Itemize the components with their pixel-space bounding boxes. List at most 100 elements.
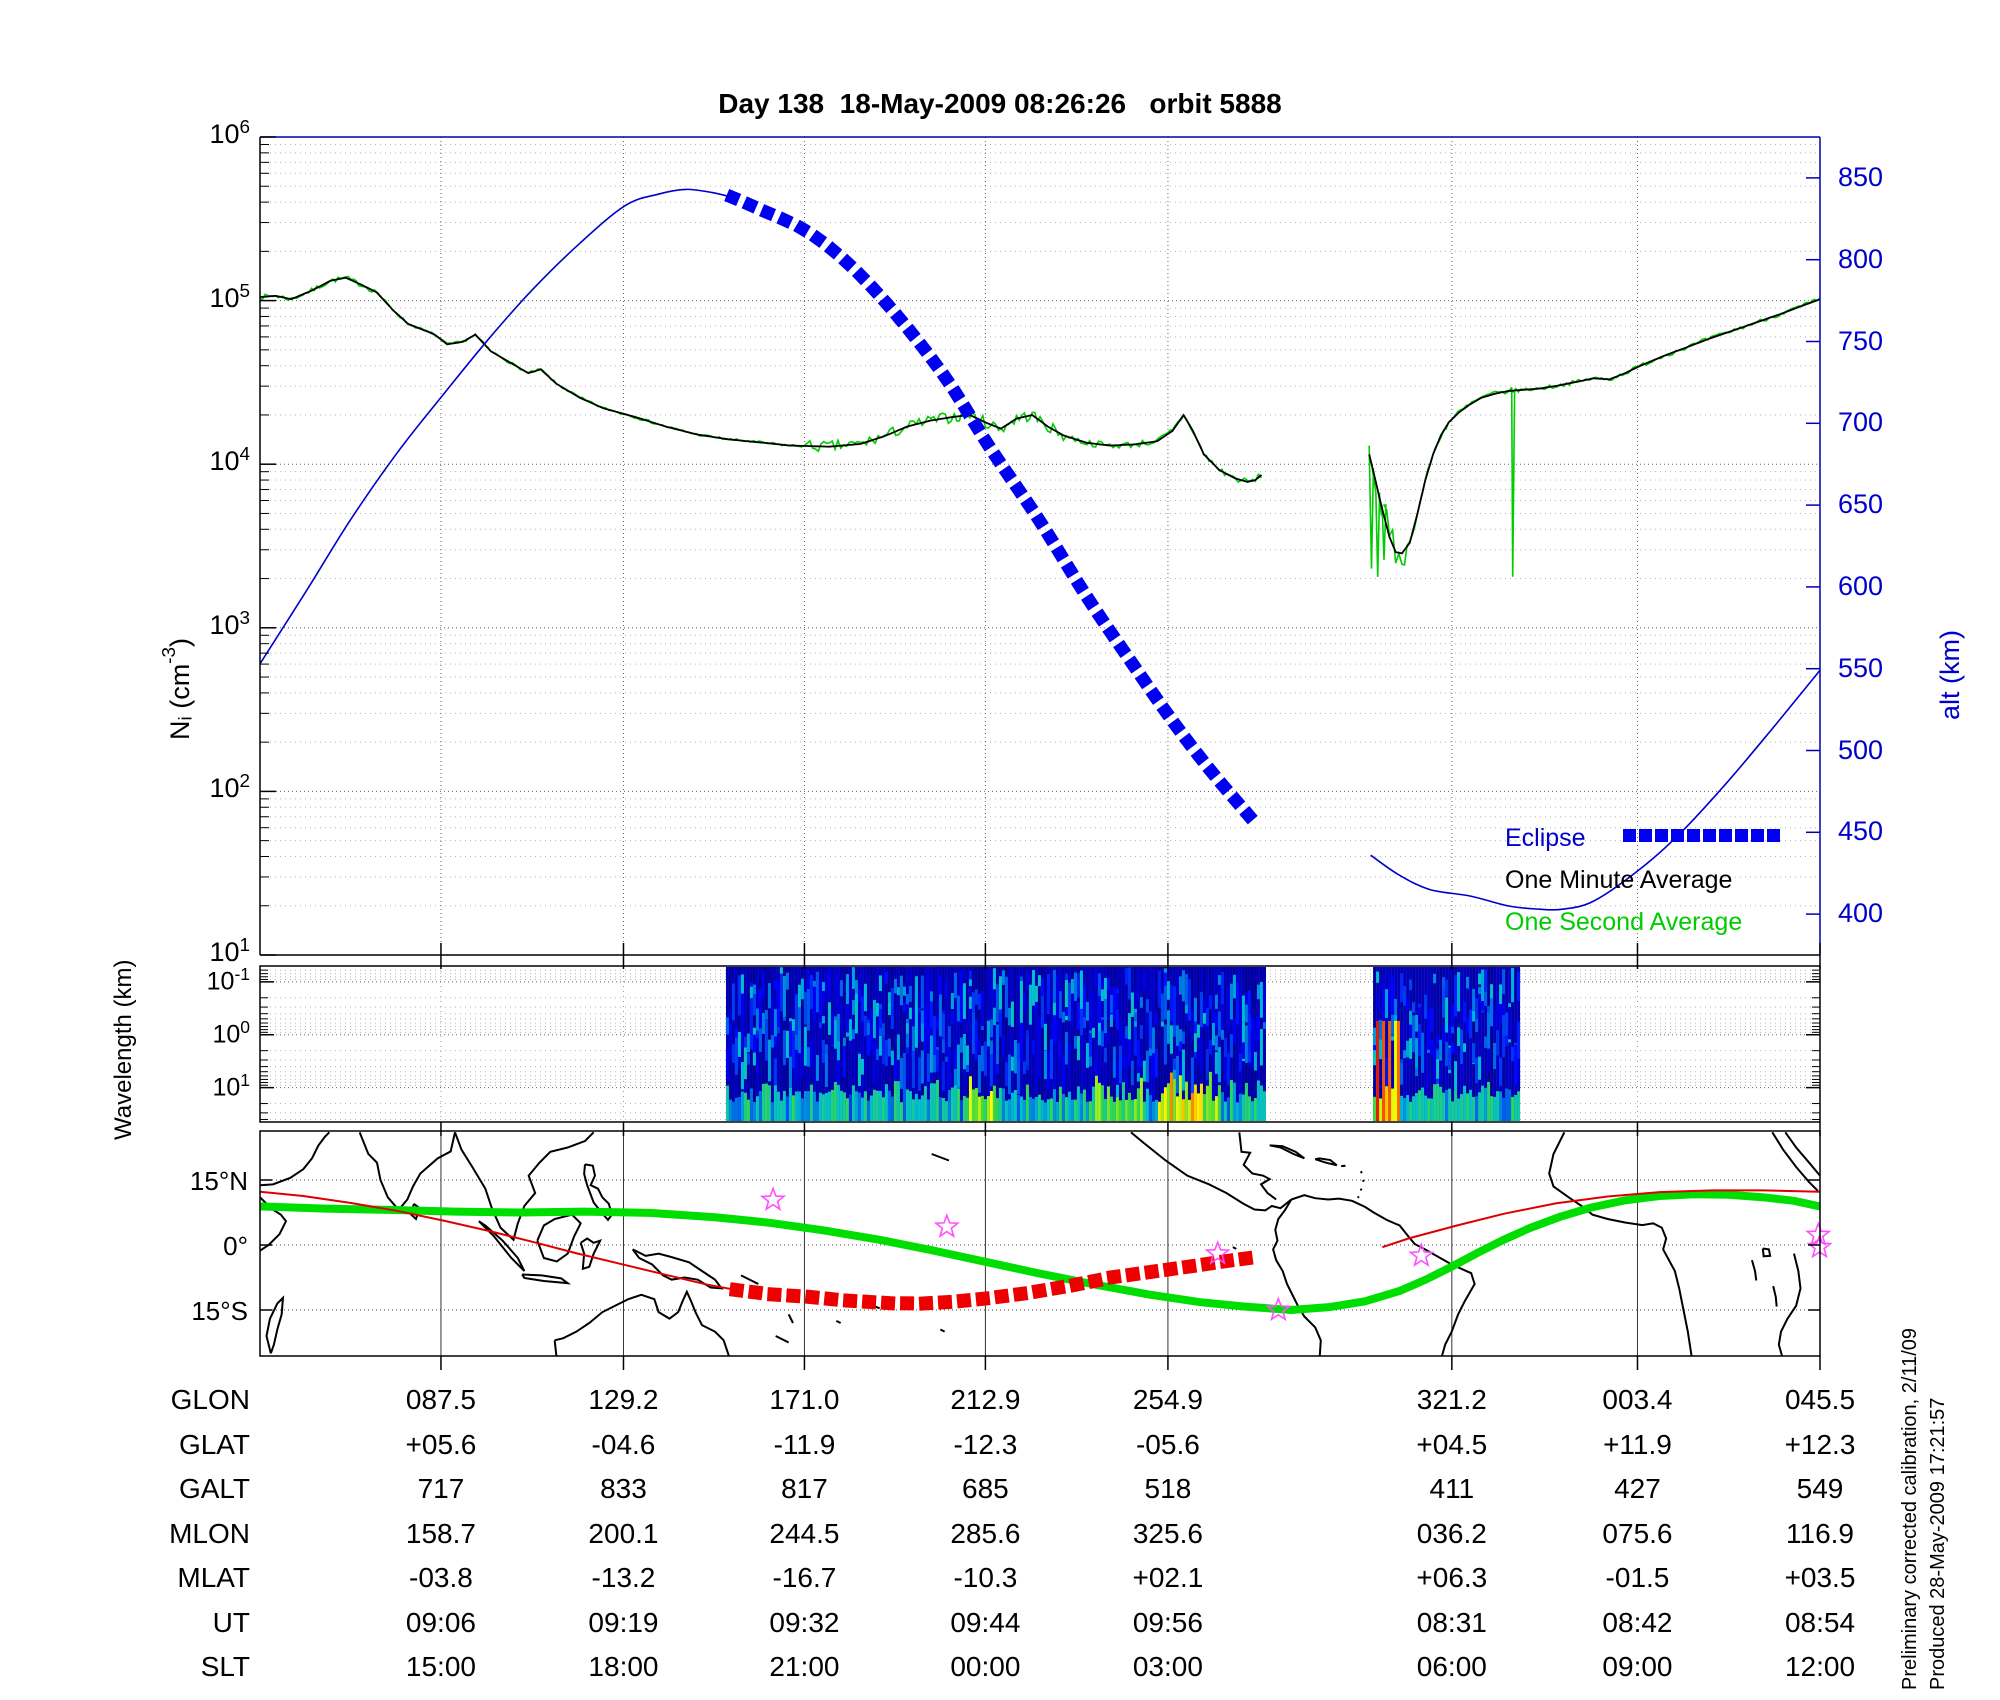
table-row-label: GLON xyxy=(170,1384,250,1415)
eclipse-dash xyxy=(1123,655,1143,674)
eclipse-dash xyxy=(1239,806,1258,825)
eclipse-dash xyxy=(1623,829,1636,842)
table-cell: 244.5 xyxy=(769,1517,840,1549)
coastline xyxy=(1314,1157,1338,1167)
table-cell: -12.3 xyxy=(953,1428,1018,1460)
table-cell: 045.5 xyxy=(1784,1384,1856,1415)
coastline xyxy=(521,1273,572,1285)
eclipse-dash xyxy=(793,219,811,238)
table-cell: 08:31 xyxy=(1416,1606,1487,1638)
table-row-label: UT xyxy=(212,1606,250,1638)
eclipse-dash xyxy=(842,1293,858,1309)
eclipse-dash xyxy=(1124,1266,1141,1283)
gridlines xyxy=(260,136,1821,1356)
eclipse-dash xyxy=(1031,1282,1048,1300)
alt-axis-tick-label: 650 xyxy=(1838,489,1884,520)
coastline xyxy=(260,1131,331,1187)
map-lat-label-15s: 15°S xyxy=(191,1296,248,1326)
coastline xyxy=(454,1131,595,1242)
eclipse-dash xyxy=(902,323,921,343)
eclipse-dash xyxy=(785,1288,801,1304)
eclipse-dash xyxy=(1237,1250,1254,1267)
left-axis-tick-label: 101 xyxy=(209,935,250,967)
density-one-second xyxy=(259,275,1821,577)
map-stars xyxy=(759,1186,1833,1322)
coastline xyxy=(631,1248,724,1290)
conjunction-star-icon xyxy=(1265,1296,1292,1322)
eclipse-dash xyxy=(1106,1269,1122,1285)
eclipse-dash xyxy=(1639,829,1652,842)
alt-axis-label: alt (km) xyxy=(1935,630,1965,720)
table-cell: +12.3 xyxy=(1784,1428,1856,1460)
eclipse-dash xyxy=(1113,639,1132,658)
coastline xyxy=(939,1328,946,1333)
coastline xyxy=(1359,1188,1363,1191)
table-cell: 717 xyxy=(417,1473,465,1504)
legend-one-second-label: One Second Average xyxy=(1505,908,1743,936)
coastline xyxy=(553,1289,730,1356)
coastline xyxy=(1291,1194,1476,1356)
table-cell: 685 xyxy=(962,1473,1009,1504)
table-cell: +02.1 xyxy=(1132,1562,1204,1593)
left-axis-tick-label: 106 xyxy=(209,117,250,149)
eclipse-dash xyxy=(804,1289,820,1305)
table-cell: 09:06 xyxy=(405,1606,476,1638)
eclipse-dash xyxy=(1143,1263,1160,1280)
table-cell: 817 xyxy=(781,1473,828,1504)
coastline xyxy=(1751,1259,1758,1281)
wavelength-tick-label: 101 xyxy=(212,1069,250,1101)
conjunction-star-icon xyxy=(1408,1241,1435,1267)
eclipse-dash xyxy=(747,1284,764,1301)
eclipse-dash xyxy=(975,1291,991,1307)
table-cell: 036.2 xyxy=(1416,1517,1487,1549)
alt-axis-tick-label: 750 xyxy=(1838,325,1884,356)
left-axis-tick-label: 103 xyxy=(209,607,250,640)
coastline xyxy=(1359,1170,1363,1174)
left-axis-tick-label: 104 xyxy=(209,444,250,477)
eclipse-dash xyxy=(776,211,794,229)
conjunction-star-icon xyxy=(1204,1239,1231,1265)
one-minute-average-curve xyxy=(1368,298,1821,555)
coastline xyxy=(1232,1246,1237,1250)
eclipse-dash xyxy=(1081,592,1100,611)
table-cell: -04.6 xyxy=(591,1428,656,1460)
eclipse-dash xyxy=(1167,717,1186,736)
eclipse-dash xyxy=(1087,1272,1104,1289)
alt-axis-tick-label: 450 xyxy=(1838,816,1884,847)
left-axis-tick-label: 102 xyxy=(209,771,250,804)
table-cell: 08:54 xyxy=(1784,1606,1856,1638)
eclipse-dash xyxy=(937,1294,953,1310)
eclipse-dash xyxy=(1162,1261,1179,1278)
table-cell: 321.2 xyxy=(1416,1384,1487,1415)
eclipse-dash xyxy=(823,241,843,260)
eclipse-dash xyxy=(808,229,828,248)
table-cell: 21:00 xyxy=(769,1651,840,1682)
eclipse-dash xyxy=(1655,829,1668,842)
eclipse-dash xyxy=(1181,1258,1198,1275)
eclipse-dash xyxy=(1020,496,1039,515)
table-cell: 003.4 xyxy=(1602,1384,1673,1415)
table-cell: -10.3 xyxy=(953,1562,1018,1593)
table-cell: 09:32 xyxy=(769,1606,840,1638)
table-cell: 15:00 xyxy=(405,1651,476,1682)
legend-eclipse-marker xyxy=(1623,829,1780,842)
table-cell: +06.3 xyxy=(1416,1562,1488,1593)
coastline xyxy=(931,1153,950,1162)
coastline xyxy=(1356,1195,1360,1199)
table-cell: 18:00 xyxy=(588,1651,659,1682)
eclipse-dash xyxy=(1687,829,1700,842)
eclipse-dash xyxy=(967,417,986,436)
table-cell: 09:00 xyxy=(1602,1651,1673,1682)
eclipse-dash xyxy=(918,1295,934,1311)
eclipse-dash xyxy=(759,204,777,222)
alt-axis-tick-label: 600 xyxy=(1838,570,1884,601)
ground-track xyxy=(1382,1189,1820,1249)
table-cell: -05.6 xyxy=(1135,1428,1200,1460)
table-row-label: GALT xyxy=(178,1473,250,1504)
conjunction-star-icon xyxy=(933,1213,960,1238)
table-cell: 200.1 xyxy=(588,1517,659,1549)
eclipse-dash xyxy=(728,1282,745,1298)
calibration-note: Preliminary corrected calibration, 2/11/… xyxy=(1899,1327,1921,1690)
eclipse-dash xyxy=(1049,1279,1067,1296)
